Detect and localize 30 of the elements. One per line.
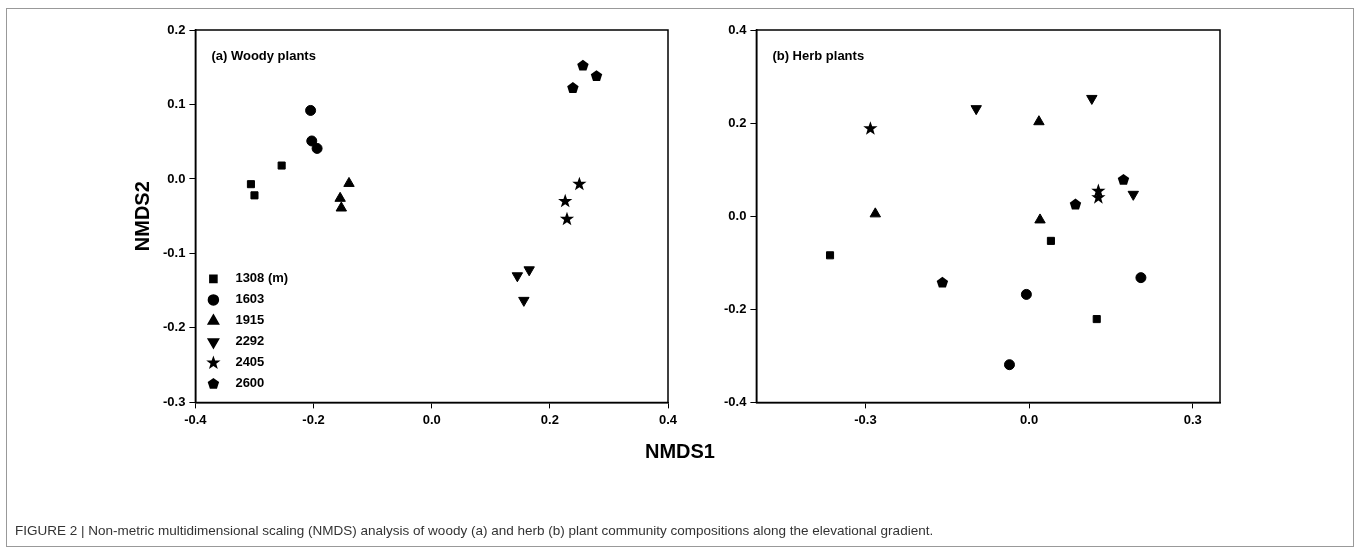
x-tick-label: 0.4 [658, 411, 678, 427]
y-tick-label: 0.1 [167, 96, 186, 112]
x-tick-label: 0.2 [540, 411, 559, 427]
legend-label: 1915 [235, 312, 265, 328]
legend-label: 1603 [235, 291, 265, 307]
x-tick-label: 0.0 [422, 411, 441, 427]
legend-label: 2600 [235, 375, 265, 391]
y-tick-label: -0.4 [723, 393, 748, 409]
y-tick-label: 0.0 [167, 170, 186, 186]
y-tick-label: -0.3 [162, 393, 186, 409]
x-tick-label: -0.4 [184, 411, 208, 427]
caption: FIGURE 2 | Non-metric multidimensional scaling (NMDS) analysis of woody (a) and herb (b) plant community compositions along the elevational gradient. [15, 523, 935, 538]
legend-label: 1308 (m) [235, 270, 289, 286]
text: (b) Herb plants [772, 47, 865, 63]
text: (a) Woody plants [211, 47, 316, 63]
x-tick-label: 0.3 [1183, 411, 1202, 427]
x-tick-label: -0.2 [302, 411, 325, 427]
legend-label: 2405 [235, 354, 265, 370]
y-tick-label: 0.2 [728, 114, 747, 130]
x-tick-label: -0.3 [854, 411, 877, 427]
y-axis-title: NMDS2 [130, 181, 153, 252]
x-tick-label: 0.0 [1020, 411, 1039, 427]
legend-label: 2292 [235, 333, 265, 349]
y-tick-label: 0.2 [167, 21, 186, 37]
y-tick-label: -0.2 [723, 300, 747, 316]
y-tick-label: 0.4 [728, 21, 748, 37]
y-tick-label: -0.2 [162, 319, 186, 335]
y-tick-label: 0.0 [728, 207, 747, 223]
y-tick-label: -0.1 [162, 245, 186, 261]
x-axis-title: NMDS1 [644, 440, 716, 463]
